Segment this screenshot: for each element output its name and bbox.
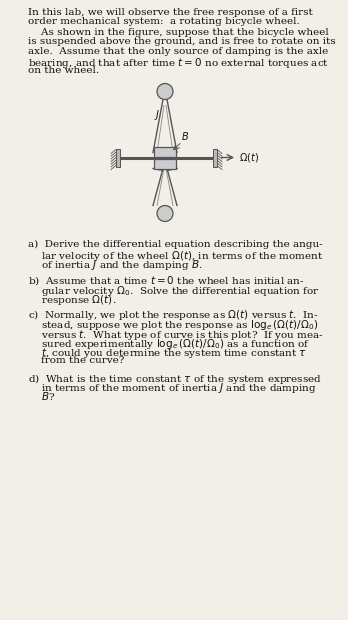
Circle shape xyxy=(157,84,173,99)
Text: lar velocity of the wheel $\Omega(t)$, in terms of the moment: lar velocity of the wheel $\Omega(t)$, i… xyxy=(28,249,323,263)
Bar xyxy=(116,149,120,167)
Text: $B$: $B$ xyxy=(181,130,189,143)
Text: c)  Normally, we plot the response as $\Omega(t)$ versus $t$.  In-: c) Normally, we plot the response as $\O… xyxy=(28,309,318,322)
Text: versus $t$.  What type of curve is this plot?  If you mea-: versus $t$. What type of curve is this p… xyxy=(28,327,324,342)
Text: $B$?: $B$? xyxy=(28,391,55,402)
Text: In this lab, we will observe the free response of a first: In this lab, we will observe the free re… xyxy=(28,8,313,17)
Text: from the curve?: from the curve? xyxy=(28,356,124,365)
Text: As shown in the figure, suppose that the bicycle wheel: As shown in the figure, suppose that the… xyxy=(28,28,329,37)
Text: gular velocity $\Omega_0$.  Solve the differential equation for: gular velocity $\Omega_0$. Solve the dif… xyxy=(28,283,320,298)
Text: response $\Omega(t)$.: response $\Omega(t)$. xyxy=(28,293,116,307)
Text: $\Omega(t)$: $\Omega(t)$ xyxy=(239,151,259,164)
Bar xyxy=(154,159,176,169)
Text: b)  Assume that a time $t = 0$ the wheel has initial an-: b) Assume that a time $t = 0$ the wheel … xyxy=(28,274,304,287)
Text: $J$: $J$ xyxy=(154,107,160,122)
Text: is suspended above the ground, and is free to rotate on its: is suspended above the ground, and is fr… xyxy=(28,37,335,46)
Text: a)  Derive the differential equation describing the angu-: a) Derive the differential equation desc… xyxy=(28,239,323,249)
Text: in terms of the moment of inertia $J$ and the damping: in terms of the moment of inertia $J$ an… xyxy=(28,381,317,395)
Bar xyxy=(154,146,176,156)
Text: axle.  Assume that the only source of damping is the axle: axle. Assume that the only source of dam… xyxy=(28,47,328,56)
Text: sured experimentally $\log_e(\Omega(t)/\Omega_0)$ as a function of: sured experimentally $\log_e(\Omega(t)/\… xyxy=(28,337,310,351)
Text: $t$, could you determine the system time constant $\tau$: $t$, could you determine the system time… xyxy=(28,347,307,360)
Text: order mechanical system:  a rotating bicycle wheel.: order mechanical system: a rotating bicy… xyxy=(28,17,300,27)
Text: on the wheel.: on the wheel. xyxy=(28,66,99,75)
Text: of inertia $J$ and the damping $B$.: of inertia $J$ and the damping $B$. xyxy=(28,259,203,273)
Text: d)  What is the time constant $\tau$ of the system expressed: d) What is the time constant $\tau$ of t… xyxy=(28,371,322,386)
Bar xyxy=(213,149,217,167)
Circle shape xyxy=(157,205,173,221)
Text: stead, suppose we plot the response as $\log_e(\Omega(t)/\Omega_0)$: stead, suppose we plot the response as $… xyxy=(28,318,318,332)
Text: bearing, and that after time $t = 0$ no external torques act: bearing, and that after time $t = 0$ no … xyxy=(28,56,329,71)
